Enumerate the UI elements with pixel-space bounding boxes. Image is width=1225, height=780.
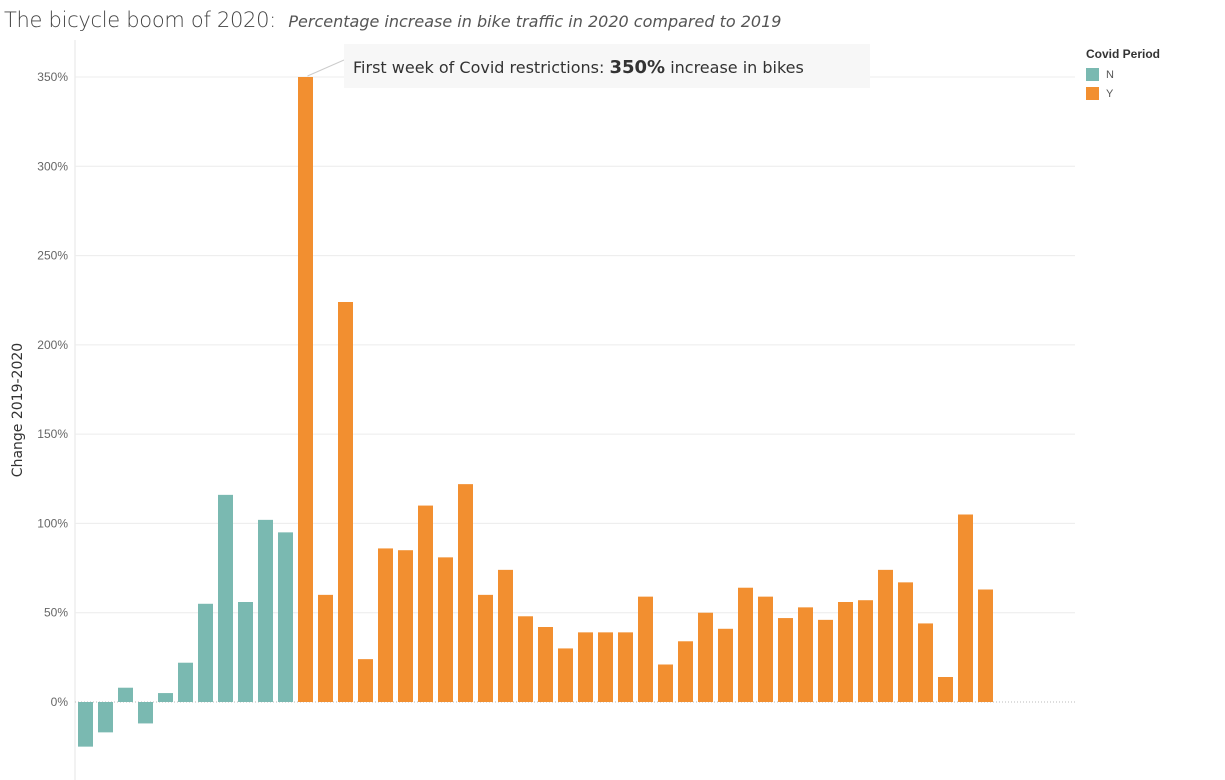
bar-y[interactable]: [978, 589, 993, 703]
bar-y[interactable]: [758, 596, 773, 702]
bar-y[interactable]: [618, 632, 633, 702]
legend-item-y[interactable]: Y: [1086, 84, 1160, 103]
bar-y[interactable]: [778, 618, 793, 702]
bar-y[interactable]: [738, 587, 753, 702]
bar-y[interactable]: [598, 632, 613, 702]
bar-n[interactable]: [198, 603, 213, 702]
bar-y[interactable]: [638, 596, 653, 702]
bar-y[interactable]: [818, 619, 833, 702]
y-tick-label: 150%: [37, 427, 68, 441]
chart-title-main: The bicycle boom of 2020:: [4, 8, 276, 32]
y-tick-label: 250%: [37, 249, 68, 263]
bar-y[interactable]: [958, 514, 973, 703]
bar-y[interactable]: [558, 648, 573, 702]
y-tick-label: 300%: [37, 159, 68, 173]
bar-y[interactable]: [298, 77, 313, 702]
annotation-suffix: increase in bikes: [670, 58, 804, 77]
legend-item-n[interactable]: N: [1086, 65, 1160, 84]
bar-y[interactable]: [458, 484, 473, 702]
bar-n[interactable]: [158, 693, 173, 702]
bar-y[interactable]: [698, 612, 713, 702]
annotation-box: First week of Covid restrictions: 350% i…: [344, 44, 870, 88]
bar-y[interactable]: [438, 557, 453, 702]
bar-y[interactable]: [898, 582, 913, 702]
legend-swatch-n: [1086, 68, 1099, 81]
y-tick-label: 0%: [51, 695, 69, 709]
bar-n[interactable]: [78, 702, 93, 747]
bar-y[interactable]: [478, 594, 493, 702]
bar-y[interactable]: [338, 302, 353, 702]
annotation-value: 350%: [609, 57, 666, 78]
bar-n[interactable]: [278, 532, 293, 702]
bar-n[interactable]: [98, 702, 113, 733]
bar-y[interactable]: [378, 548, 393, 702]
bar-y[interactable]: [538, 627, 553, 702]
bar-n[interactable]: [138, 702, 153, 724]
bar-y[interactable]: [398, 550, 413, 702]
y-tick-label: 350%: [37, 70, 68, 84]
bar-y[interactable]: [498, 569, 513, 702]
chart-title: The bicycle boom of 2020: Percentage inc…: [4, 8, 781, 32]
bar-n[interactable]: [218, 494, 233, 702]
bar-y[interactable]: [678, 641, 693, 702]
y-tick-label: 100%: [37, 516, 68, 530]
legend-label-n: N: [1106, 68, 1114, 81]
y-tick-label: 50%: [44, 606, 68, 620]
chart-subtitle: Percentage increase in bike traffic in 2…: [288, 12, 782, 31]
legend-label-y: Y: [1106, 87, 1114, 100]
bar-y[interactable]: [838, 602, 853, 702]
bar-y[interactable]: [358, 659, 373, 702]
legend-title: Covid Period: [1086, 47, 1161, 61]
bar-y[interactable]: [858, 600, 873, 702]
bar-y[interactable]: [518, 616, 533, 702]
bar-y[interactable]: [798, 607, 813, 702]
y-axis-label: Change 2019-2020: [10, 342, 26, 478]
bar-y[interactable]: [318, 594, 333, 702]
bar-n[interactable]: [118, 687, 133, 702]
bar-y[interactable]: [938, 677, 953, 702]
bar-n[interactable]: [178, 662, 193, 702]
bar-y[interactable]: [418, 505, 433, 702]
bar-n[interactable]: [238, 602, 253, 702]
annotation-leader-line: [307, 59, 345, 77]
bar-y[interactable]: [878, 569, 893, 702]
bar-y[interactable]: [578, 632, 593, 702]
bar-y[interactable]: [718, 628, 733, 702]
bar-y[interactable]: [658, 664, 673, 703]
legend-swatch-y: [1086, 87, 1099, 100]
annotation-prefix: First week of Covid restrictions:: [353, 58, 605, 77]
bar-n[interactable]: [258, 519, 273, 702]
y-tick-label: 200%: [37, 338, 68, 352]
legend: Covid Period N Y: [1086, 47, 1160, 103]
bar-y[interactable]: [918, 623, 933, 702]
